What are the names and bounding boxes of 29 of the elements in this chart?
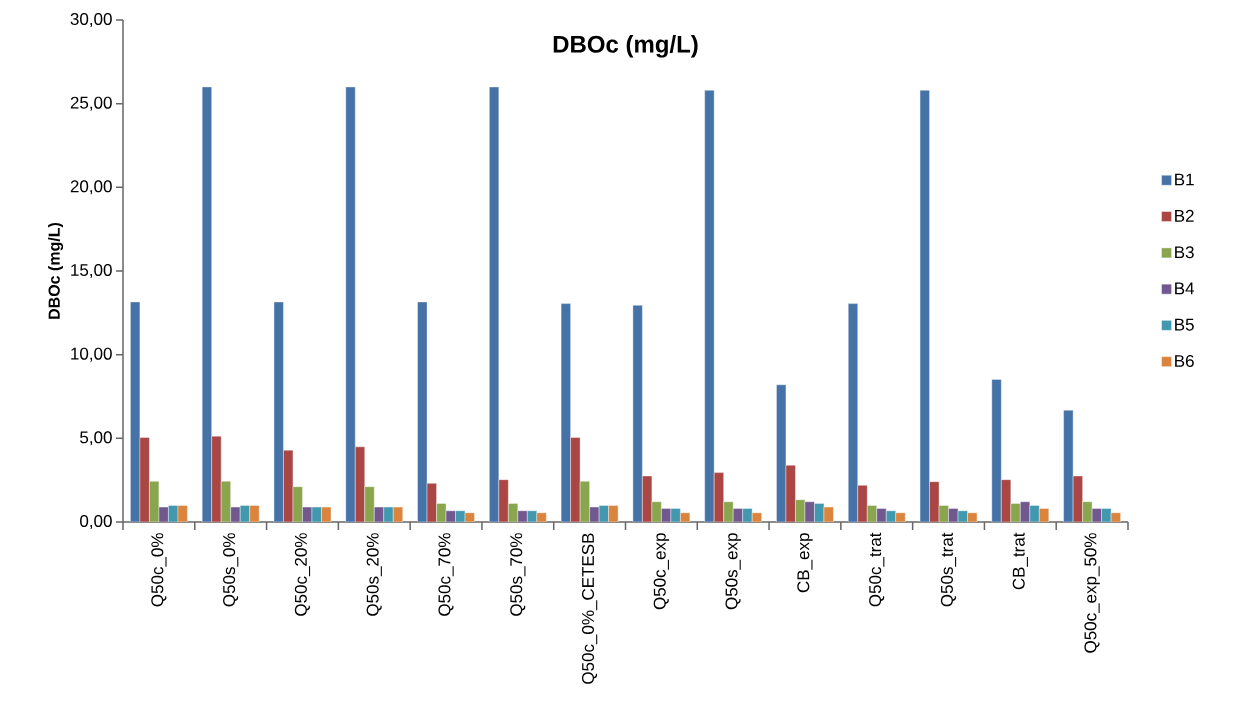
y-tick-label: 10,00 — [71, 347, 112, 362]
legend-label: B5 — [1175, 318, 1194, 331]
text: DBOc (mg/L) — [553, 35, 698, 58]
legend-label: B1 — [1175, 173, 1194, 186]
y-tick-label: 25,00 — [70, 96, 112, 111]
legend-label: B4 — [1175, 282, 1195, 295]
y-tick-label: 20,00 — [70, 180, 112, 195]
x-tick-label: Q50c_20% — [294, 533, 311, 616]
x-tick-label: Q50c_trat — [869, 532, 885, 607]
x-tick-label: CB_exp — [797, 533, 813, 593]
x-tick-label: Q50c_exp — [653, 533, 670, 610]
legend-label: B6 — [1175, 354, 1194, 368]
x-tick-label: Q50c_0% — [151, 533, 167, 607]
x-tick-label: Q50c_70% — [438, 533, 454, 616]
y-tick-label: 30,00 — [70, 12, 112, 28]
y-tick-label: 0,00 — [80, 514, 112, 530]
y-tick-label: 15,00 — [71, 263, 112, 279]
x-tick-label: Q50c_exp_50% — [1084, 533, 1100, 653]
y-tick-label: 5,00 — [80, 431, 112, 446]
x-tick-label: CB_trat — [1012, 532, 1028, 590]
legend-label: B3 — [1175, 246, 1194, 259]
x-tick-label: Q50s_0% — [223, 533, 239, 607]
x-tick-label: Q50c_0%_CETESB — [581, 533, 598, 684]
x-tick-label: Q50s_trat — [940, 532, 957, 607]
y-axis-title: DBOc (mg/L) — [48, 222, 64, 319]
legend-label: B2 — [1175, 209, 1194, 222]
x-tick-label: Q50s_70% — [510, 533, 526, 616]
x-tick-label: Q50s_exp — [725, 533, 741, 610]
x-tick-label: Q50s_20% — [366, 533, 382, 616]
